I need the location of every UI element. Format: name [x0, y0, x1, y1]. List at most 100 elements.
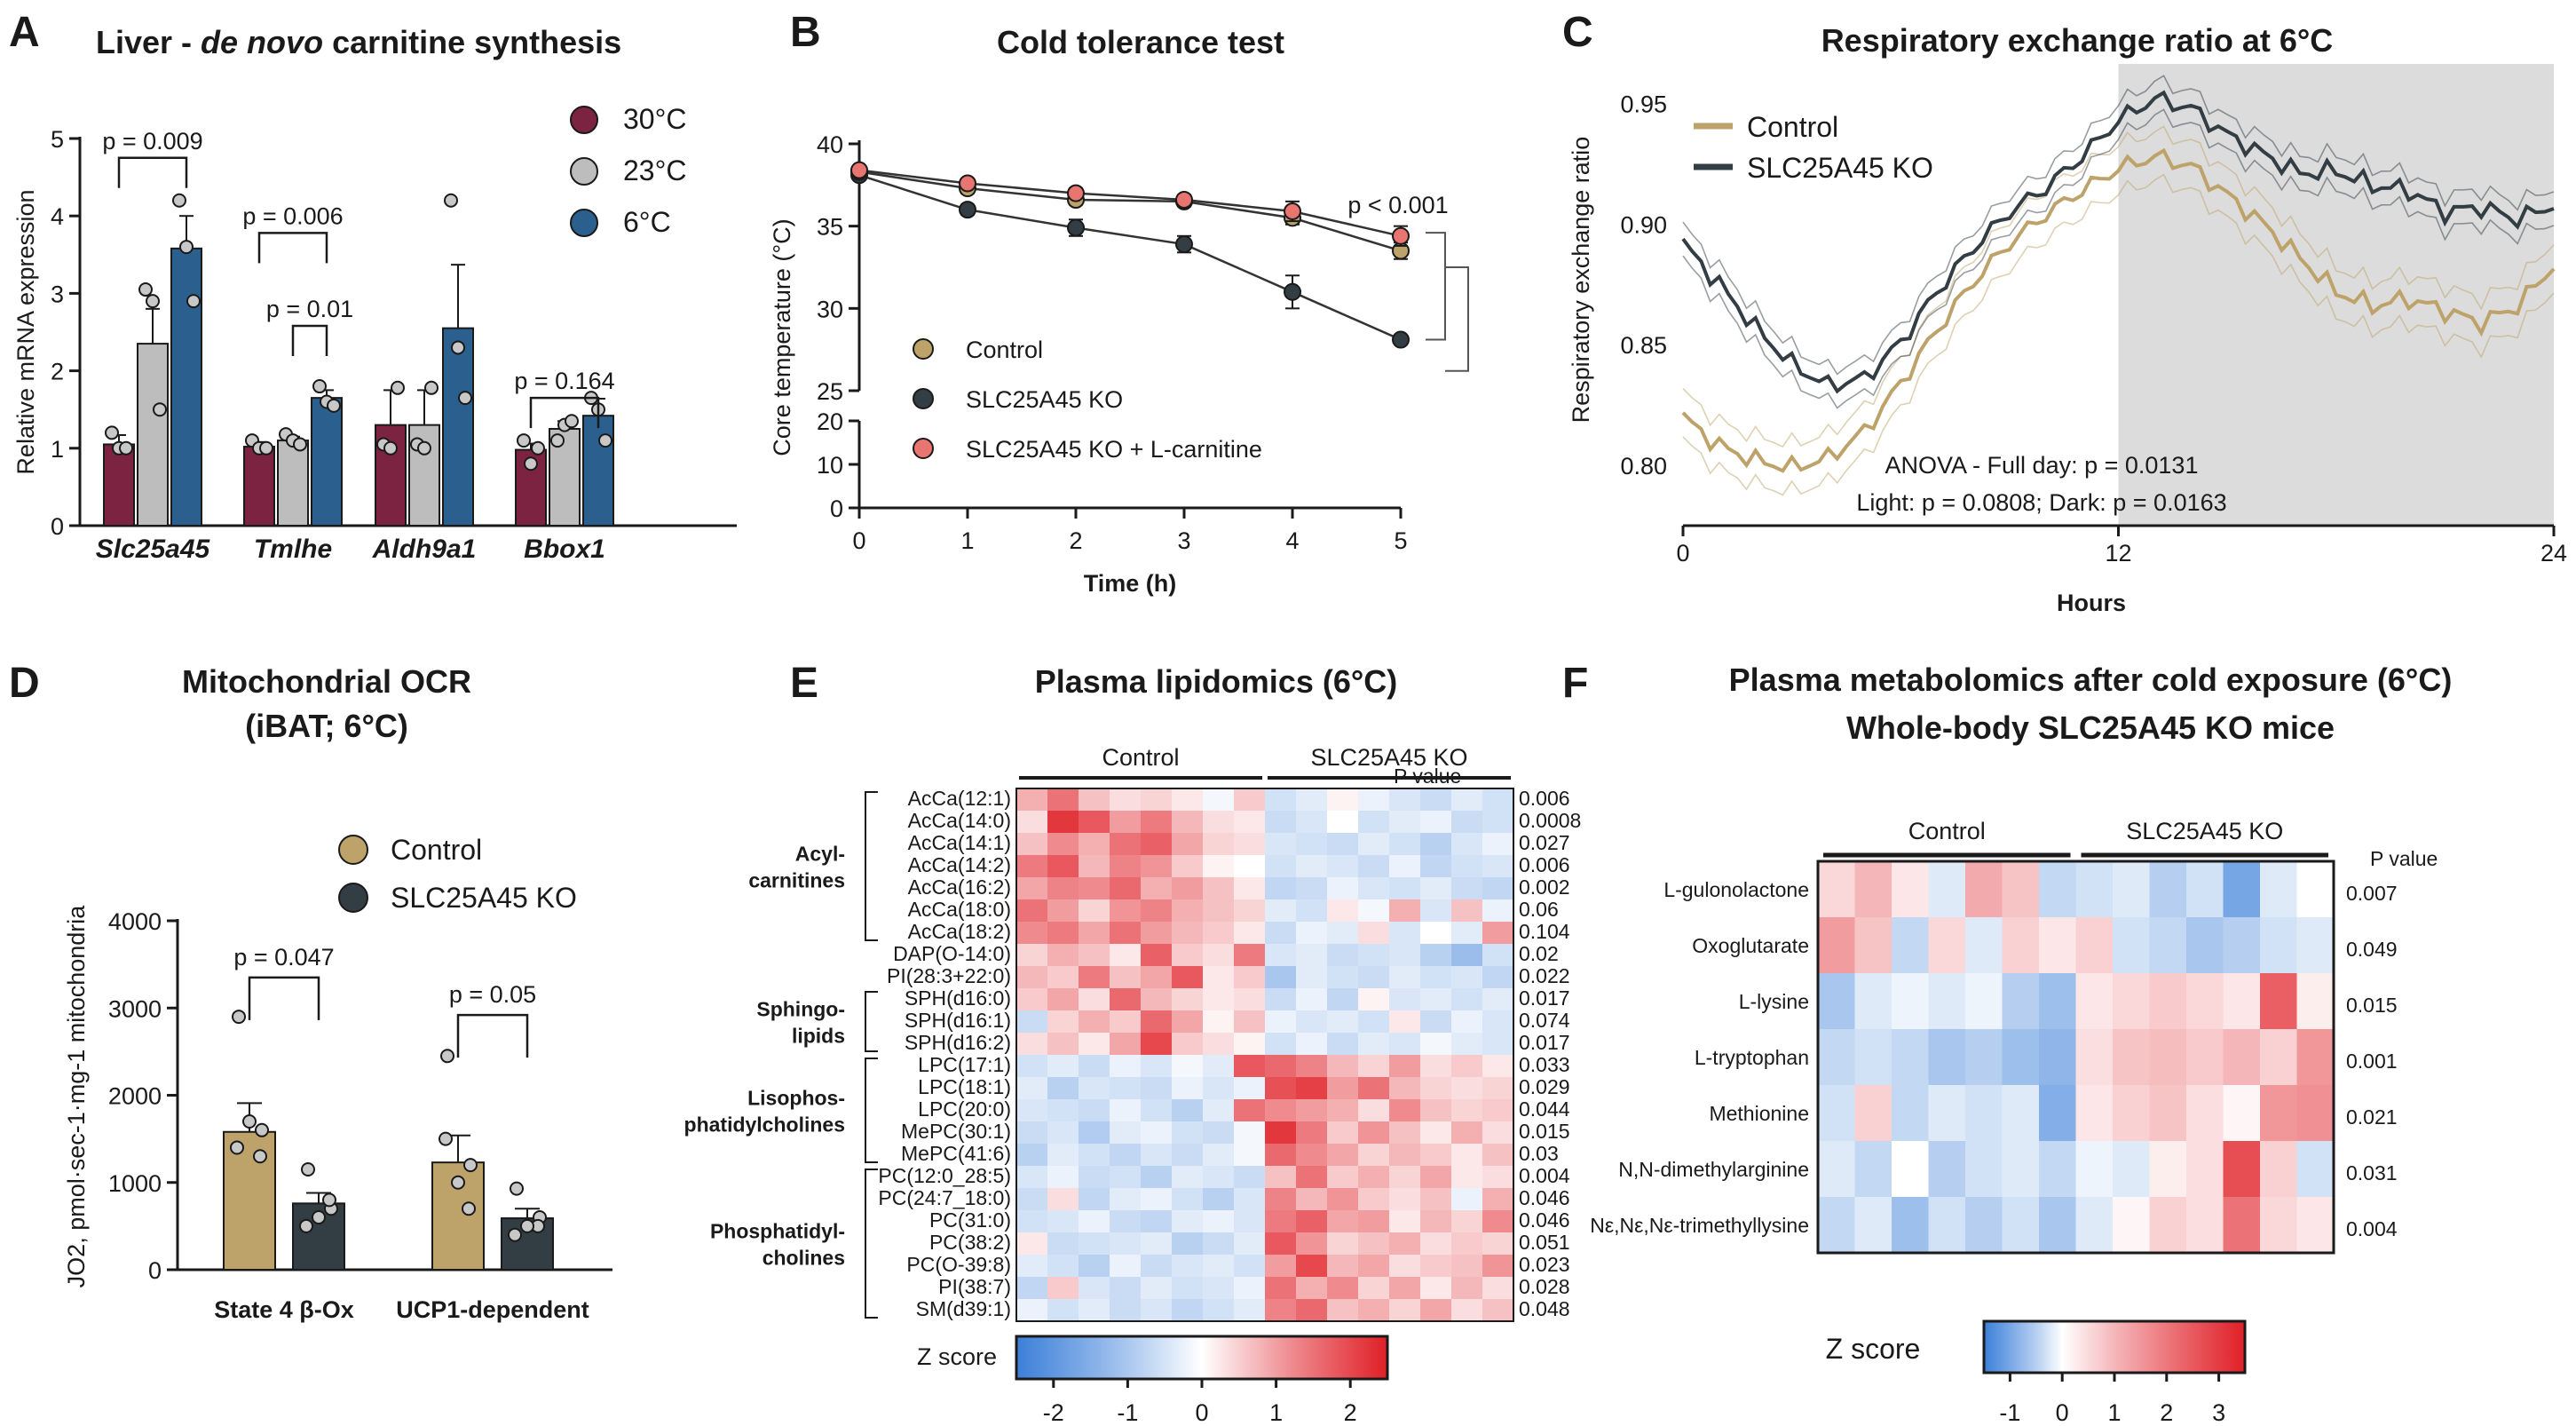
heatmap-cell: [1420, 1055, 1452, 1078]
heatmap-cell: [1451, 1077, 1483, 1100]
heatmap-cell: [1141, 1010, 1173, 1034]
heatmap-cell: [1141, 899, 1173, 923]
heatmap-cell: [2149, 917, 2187, 974]
significance-bracket: [1426, 232, 1446, 341]
heatmap-cell: [2002, 973, 2040, 1030]
heatmap-cell: [1203, 1144, 1235, 1167]
chart-title: Plasma metabolomics after cold exposure …: [1729, 662, 2453, 698]
heatmap-cell: [1296, 1188, 1328, 1211]
heatmap-cell: [1296, 1210, 1328, 1233]
heatmap-cell: [1047, 1144, 1079, 1167]
data-point: [312, 379, 327, 394]
panel-labels: A B C D E F: [9, 9, 1593, 707]
heatmap-cell: [1203, 788, 1235, 812]
heatmap-cell: [1172, 966, 1204, 989]
heatmap-cell: [1892, 973, 1929, 1030]
heatmap-cell: [1265, 1144, 1297, 1167]
heatmap-cell: [1818, 1085, 1855, 1142]
data-point: [383, 440, 398, 456]
chart-subtitle: Whole-body SLC25A45 KO mice: [1846, 709, 2335, 746]
bar: [277, 440, 309, 527]
heatmap-cell: [2260, 1085, 2297, 1142]
data-point: [508, 1227, 522, 1242]
significance-bracket: [529, 396, 600, 429]
colorbar-tick-label: -1: [1117, 1399, 1138, 1426]
heatmap-cell: [1110, 1188, 1142, 1211]
heatmap-cell: [1389, 1277, 1421, 1300]
p-value-label: 0.0008: [1519, 809, 1581, 832]
heatmap-cell: [1047, 899, 1079, 923]
group-label: Phosphatidyl-: [710, 1220, 845, 1243]
heatmap-cell: [1047, 1299, 1079, 1322]
heatmap-cell: [1203, 1277, 1235, 1300]
y-tick-label: 0.85: [1620, 332, 1667, 359]
heatmap-cell: [2002, 1029, 2040, 1086]
heatmap-cell: [2260, 917, 2297, 974]
heatmap-cell: [2186, 1141, 2224, 1198]
heatmap-cell: [1110, 899, 1142, 923]
panel-label-b: B: [790, 9, 821, 56]
data-point: [153, 402, 167, 417]
heatmap-cell: [1141, 1121, 1173, 1145]
heatmap-cell: [1451, 1033, 1483, 1056]
y-tick-label: 0: [51, 513, 64, 540]
heatmap-cell: [1203, 1166, 1235, 1189]
heatmap-cell: [1079, 1144, 1110, 1167]
heatmap-cell: [1965, 917, 2003, 974]
heatmap-cell: [1079, 1077, 1110, 1100]
heatmap-cell: [1482, 833, 1514, 856]
heatmap-cell: [1327, 1077, 1359, 1100]
heatmap-cell: [1482, 1121, 1514, 1145]
heatmap-cell: [1079, 1210, 1110, 1233]
heatmap-cell: [1451, 855, 1483, 878]
heatmap-cell: [2075, 1197, 2114, 1254]
x-tick-label: 24: [2540, 540, 2567, 566]
y-tick-label: 0: [830, 495, 843, 522]
p-value-header: P value: [2370, 847, 2438, 870]
heatmap-cell: [1172, 1033, 1204, 1056]
heatmap-cell: [1482, 1033, 1514, 1056]
heatmap-cell: [1327, 1299, 1359, 1322]
legend-label: Control: [391, 834, 482, 866]
heatmap-cell: [1047, 988, 1079, 1011]
row-label: L-tryptophan: [1695, 1046, 1809, 1069]
p-value-label: 0.028: [1519, 1275, 1570, 1298]
data-point: [463, 1158, 478, 1173]
heatmap-cell: [1203, 944, 1235, 967]
row-label: PC(12:0_28:5): [878, 1164, 1011, 1187]
heatmap-cell: [1079, 944, 1110, 967]
row-label: MePC(30:1): [901, 1120, 1011, 1143]
heatmap-cell: [1928, 1197, 1966, 1254]
heatmap-cell: [1234, 1055, 1266, 1078]
data-point: [520, 1218, 534, 1233]
y-tick-label: 2000: [108, 1083, 162, 1110]
heatmap-cell: [1451, 944, 1483, 967]
heatmap-cell: [1110, 1099, 1142, 1122]
category-label: State 4 β-Ox: [214, 1296, 354, 1323]
chart-title: Cold tolerance test: [997, 24, 1284, 60]
heatmap-cell: [1358, 877, 1390, 900]
data-point: [424, 380, 439, 395]
heatmap-cell: [1389, 788, 1421, 812]
p-value-label: 0.006: [1519, 853, 1570, 876]
heatmap-cell: [1296, 1010, 1328, 1034]
heatmap-cell: [2149, 1197, 2187, 1254]
category-label: Slc25a45: [96, 535, 211, 564]
data-point: [439, 1131, 453, 1146]
p-value-label: 0.046: [1519, 1186, 1570, 1209]
p-value-annotation: p = 0.01: [266, 296, 353, 322]
heatmap-cell: [1420, 1010, 1452, 1034]
heatmap-cell: [1451, 1055, 1483, 1078]
legend-label: Control: [1747, 111, 1838, 143]
heatmap-cell: [1234, 1188, 1266, 1211]
heatmap-cell: [1482, 855, 1514, 878]
row-label: AcCa(16:2): [908, 875, 1011, 899]
p-value-label: 0.02: [1519, 942, 1559, 965]
legend-marker: [913, 338, 934, 360]
heatmap-cell: [1451, 1010, 1483, 1034]
colorbar-tick-label: 1: [2107, 1399, 2121, 1426]
heatmap-cell: [1110, 1210, 1142, 1233]
row-label: AcCa(14:2): [908, 853, 1011, 876]
heatmap-cell: [1928, 1141, 1966, 1198]
heatmap-cell: [1047, 1077, 1079, 1100]
